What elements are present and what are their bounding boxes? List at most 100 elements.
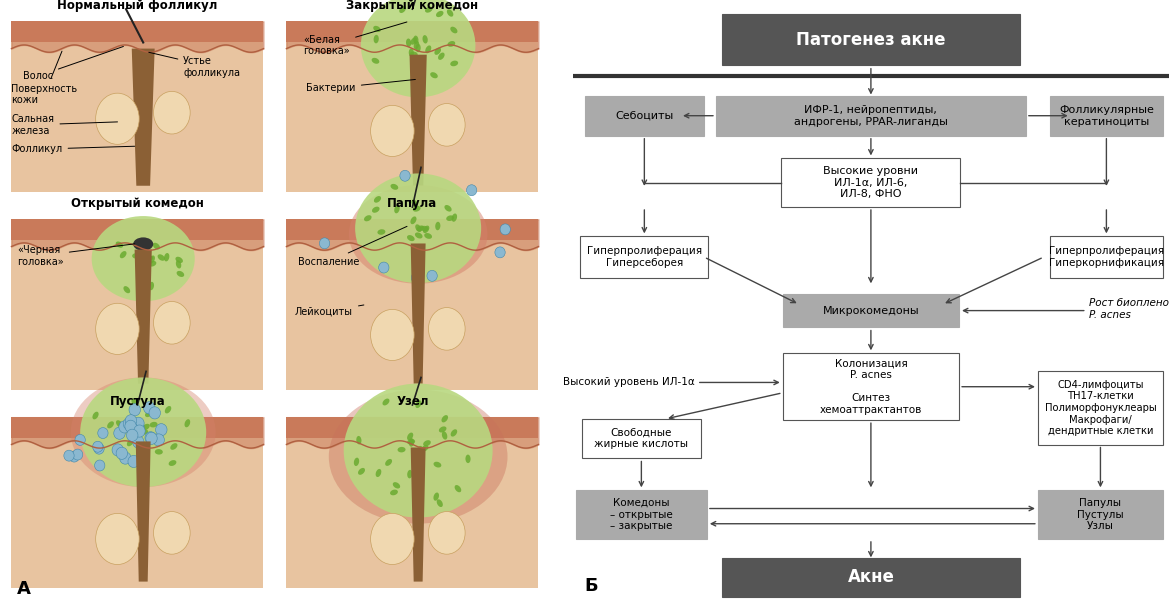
Circle shape — [400, 171, 410, 181]
Ellipse shape — [375, 469, 381, 477]
Text: «Белая
головка»: «Белая головка» — [304, 22, 407, 57]
Text: Поверхность
кожи: Поверхность кожи — [12, 51, 77, 105]
Ellipse shape — [465, 454, 471, 463]
Text: Акне: Акне — [848, 568, 894, 586]
FancyBboxPatch shape — [580, 236, 708, 278]
Ellipse shape — [415, 233, 422, 239]
Text: «Черная
головка»: «Черная головка» — [18, 244, 134, 267]
Ellipse shape — [407, 439, 415, 445]
Ellipse shape — [407, 470, 413, 479]
Ellipse shape — [413, 206, 421, 212]
Ellipse shape — [415, 224, 422, 232]
Circle shape — [145, 432, 157, 444]
Ellipse shape — [430, 72, 437, 79]
Text: Высокие уровни
ИЛ-1α, ИЛ-6,
ИЛ-8, ФНО: Высокие уровни ИЛ-1α, ИЛ-6, ИЛ-8, ФНО — [823, 166, 919, 199]
Ellipse shape — [414, 451, 421, 459]
Ellipse shape — [357, 436, 361, 445]
Ellipse shape — [414, 41, 420, 49]
Ellipse shape — [426, 46, 431, 53]
Ellipse shape — [164, 253, 170, 261]
Text: Закрытый комедон: Закрытый комедон — [346, 0, 478, 12]
Ellipse shape — [437, 499, 443, 507]
Ellipse shape — [344, 384, 492, 518]
Circle shape — [112, 444, 124, 456]
Ellipse shape — [153, 91, 191, 134]
Polygon shape — [410, 244, 426, 384]
Text: Пустула: Пустула — [110, 395, 165, 408]
Ellipse shape — [410, 52, 417, 57]
Circle shape — [319, 238, 330, 249]
Ellipse shape — [397, 447, 406, 452]
Ellipse shape — [150, 422, 158, 428]
Ellipse shape — [385, 459, 392, 466]
Ellipse shape — [143, 424, 150, 430]
Ellipse shape — [133, 238, 153, 251]
Ellipse shape — [421, 226, 428, 231]
Ellipse shape — [131, 398, 138, 406]
Ellipse shape — [447, 9, 454, 16]
Ellipse shape — [426, 7, 433, 13]
Ellipse shape — [373, 26, 381, 32]
Circle shape — [155, 424, 167, 436]
Ellipse shape — [92, 412, 98, 420]
Ellipse shape — [124, 286, 130, 294]
FancyBboxPatch shape — [582, 419, 701, 458]
Ellipse shape — [150, 255, 155, 264]
Ellipse shape — [409, 438, 414, 446]
Polygon shape — [410, 448, 426, 582]
Ellipse shape — [145, 410, 152, 417]
Ellipse shape — [372, 206, 380, 213]
Ellipse shape — [451, 214, 457, 222]
Ellipse shape — [371, 105, 414, 157]
Ellipse shape — [171, 443, 178, 450]
Ellipse shape — [145, 255, 153, 261]
Ellipse shape — [358, 468, 365, 475]
Text: Комедоны
– открытые
– закрытые: Комедоны – открытые – закрытые — [610, 498, 672, 531]
Text: Папула: Папула — [387, 197, 437, 210]
Ellipse shape — [132, 253, 140, 259]
Text: Волос: Волос — [23, 46, 124, 81]
Ellipse shape — [91, 216, 195, 301]
Ellipse shape — [120, 251, 126, 258]
Ellipse shape — [108, 421, 113, 428]
Text: Патогенез акне: Патогенез акне — [796, 30, 946, 49]
Ellipse shape — [416, 225, 424, 231]
Ellipse shape — [143, 282, 150, 288]
Ellipse shape — [127, 439, 133, 446]
Text: Папулы
Пустулы
Узлы: Папулы Пустулы Узлы — [1077, 498, 1123, 531]
FancyBboxPatch shape — [715, 96, 1026, 135]
FancyBboxPatch shape — [783, 353, 959, 420]
FancyBboxPatch shape — [286, 219, 539, 390]
Ellipse shape — [354, 457, 359, 466]
Ellipse shape — [168, 460, 177, 466]
Text: Узел: Узел — [396, 395, 429, 408]
Circle shape — [494, 247, 505, 258]
Ellipse shape — [116, 242, 123, 248]
FancyBboxPatch shape — [12, 21, 263, 42]
Circle shape — [119, 452, 131, 464]
Circle shape — [94, 443, 104, 454]
Ellipse shape — [141, 249, 147, 257]
Ellipse shape — [423, 440, 431, 446]
FancyBboxPatch shape — [286, 219, 539, 240]
Circle shape — [133, 425, 145, 437]
FancyBboxPatch shape — [12, 21, 263, 192]
Ellipse shape — [429, 308, 465, 350]
FancyBboxPatch shape — [781, 158, 960, 207]
Ellipse shape — [153, 243, 160, 250]
Circle shape — [427, 270, 437, 281]
Circle shape — [466, 185, 477, 195]
Circle shape — [116, 447, 127, 459]
Text: Устье
фолликула: Устье фолликула — [148, 52, 241, 78]
FancyBboxPatch shape — [783, 294, 959, 328]
Ellipse shape — [411, 200, 417, 207]
Ellipse shape — [116, 420, 123, 428]
Circle shape — [125, 420, 137, 432]
Polygon shape — [409, 55, 427, 186]
Text: Воспаление: Воспаление — [298, 227, 407, 267]
Circle shape — [500, 224, 511, 235]
Ellipse shape — [165, 406, 172, 414]
Text: Нормальный фолликул: Нормальный фолликул — [57, 0, 217, 12]
Ellipse shape — [141, 268, 147, 275]
Text: ИФР-1, нейропептиды,
андрогены, PPAR-лиганды: ИФР-1, нейропептиды, андрогены, PPAR-лиг… — [794, 105, 948, 127]
